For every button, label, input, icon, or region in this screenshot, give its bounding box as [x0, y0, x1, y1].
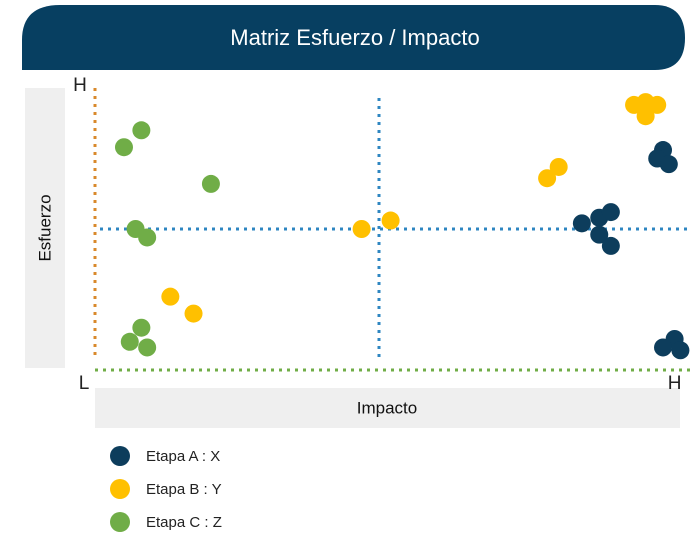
- point: [538, 169, 557, 188]
- point: [601, 203, 620, 222]
- legend-marker: [110, 479, 130, 499]
- point: [138, 228, 157, 247]
- point: [549, 157, 568, 176]
- point: [184, 304, 203, 323]
- legend-marker: [110, 446, 130, 466]
- x-axis-label: Impacto: [357, 398, 417, 417]
- point: [671, 341, 690, 360]
- y-tick-label: H: [73, 75, 87, 96]
- legend-label: Etapa C : Z: [146, 514, 222, 531]
- legend-label: Etapa A : X: [146, 448, 220, 465]
- point: [601, 236, 620, 255]
- point: [590, 225, 609, 244]
- point: [132, 121, 151, 140]
- y-label-box: [25, 88, 65, 368]
- point: [132, 318, 151, 337]
- point: [114, 138, 133, 157]
- legend-label: Etapa B : Y: [146, 481, 222, 498]
- y-axis-label: Esfuerzo: [35, 194, 54, 261]
- point: [138, 338, 157, 357]
- chart-title: Matriz Esfuerzo / Impacto: [230, 25, 479, 50]
- point: [572, 214, 591, 233]
- x-label-box: [95, 388, 680, 428]
- point: [659, 155, 678, 174]
- point: [381, 211, 400, 230]
- point: [648, 95, 667, 114]
- x-tick-label: H: [668, 373, 682, 394]
- point: [654, 338, 673, 357]
- title-banner: [22, 5, 685, 70]
- x-tick-label: L: [79, 373, 90, 394]
- point: [636, 107, 655, 126]
- point: [161, 287, 180, 306]
- point: [120, 332, 139, 351]
- point: [201, 174, 220, 193]
- legend-marker: [110, 512, 130, 532]
- point: [352, 220, 371, 238]
